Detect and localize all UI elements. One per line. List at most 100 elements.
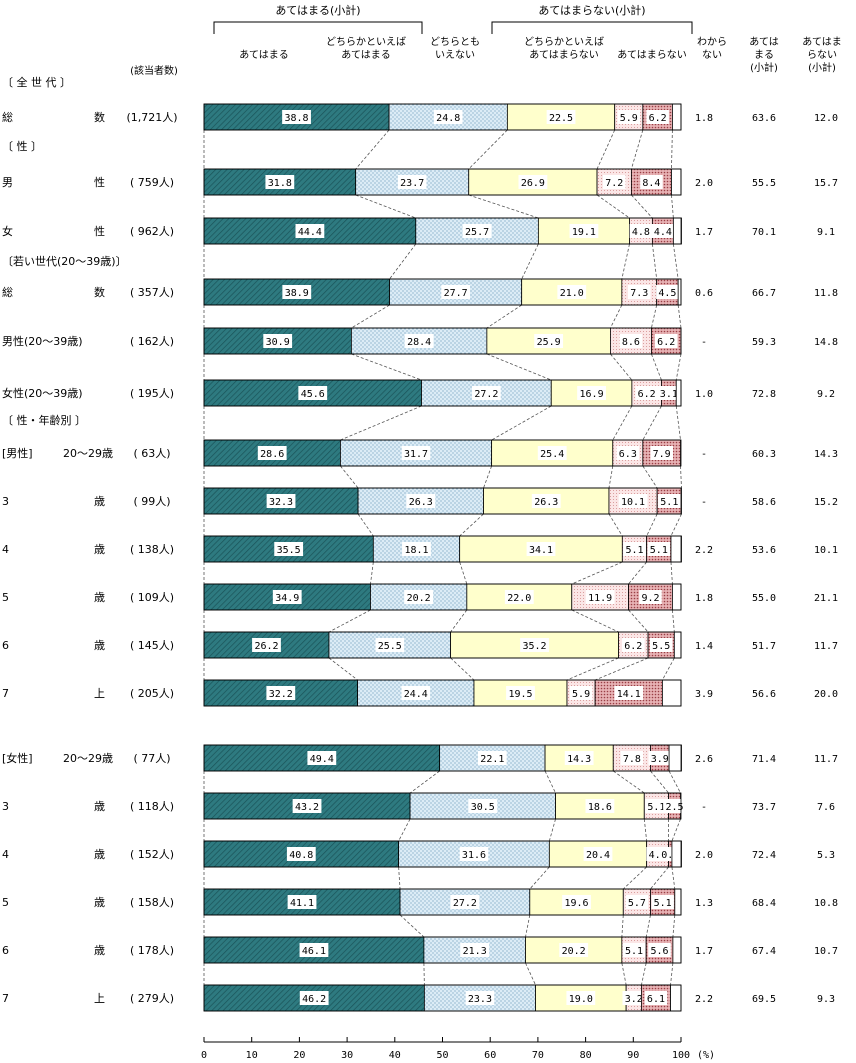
row-16-value-1: 41.1: [290, 898, 314, 909]
row-9-value-1: 35.5: [277, 545, 301, 556]
row-3-subtotal-applies: 70.1: [752, 227, 776, 238]
row-16-name-end: 歳: [94, 896, 105, 909]
row-14-label-bg-3: [585, 799, 615, 813]
row-12-label-bg-1: [266, 686, 296, 700]
row-4-frame: [203, 278, 682, 306]
connector-17-4: [641, 962, 647, 986]
row-16-subtotal-applies: 68.4: [752, 898, 776, 909]
row-11-label-bg-4: [622, 638, 645, 652]
row-7-label-bg-1: [257, 446, 287, 460]
x-tick-label-80: 80: [580, 1050, 592, 1061]
section-label-4: 〔 性・年齢別 〕: [2, 413, 86, 427]
row-17-subtotal-applies: 67.4: [752, 946, 776, 957]
connector-7-2: [483, 465, 493, 489]
row-2-value-4: 7.2: [605, 178, 623, 189]
row-4-label-bg-2: [441, 285, 471, 299]
row-11-value-2: 25.5: [378, 641, 402, 652]
row-14-frame: [203, 792, 682, 820]
row-18-label-bg-2: [465, 991, 495, 1005]
row-labels: 〔 全 世 代 〕〔 性 〕〔若い世代(20～39歳)〕〔 性・年齢別 〕総数(…: [2, 75, 838, 1005]
row-6-name: 女性(20～39歳): [2, 386, 83, 400]
row-13-value-3: 14.3: [567, 754, 591, 765]
row-7-dontknow: -: [701, 449, 707, 460]
row-4-label-bg-4: [627, 285, 651, 299]
row-13-label-bg-5: [648, 751, 672, 765]
row-17-name-start: 6: [2, 944, 9, 957]
row-10-value-1: 34.9: [275, 593, 299, 604]
row-10-label-bg-2: [404, 590, 434, 604]
row-1-label-bg-4: [617, 110, 641, 124]
row-2-name-end: 性: [94, 175, 105, 189]
row-7-value-1: 28.6: [260, 449, 284, 460]
row-16-label-bg-5: [651, 895, 674, 909]
row-14-subtotal-applies: 73.7: [752, 802, 776, 813]
row-10-value-3: 22.0: [507, 593, 531, 604]
legend-label-5: あてはまらない: [617, 49, 687, 61]
row-7-subtotal-applies: 60.3: [752, 449, 776, 460]
connector-13-5: [668, 770, 681, 794]
connector-3-3: [621, 243, 630, 280]
row-2-subtotal-applies: 55.5: [752, 178, 776, 189]
row-3-label-bg-3: [569, 224, 599, 238]
connector-2-3: [596, 194, 630, 219]
row-3-segment-6: [672, 217, 682, 245]
connector-11-2: [450, 657, 475, 681]
row-5-value-2: 28.4: [407, 337, 431, 348]
row-11-name-start: 6: [2, 639, 9, 652]
row-18-value-1: 46.2: [302, 994, 326, 1005]
row-16-label-bg-1: [287, 895, 317, 909]
row-16-name-start: 5: [2, 896, 9, 909]
row-8-name-start: 3: [2, 495, 9, 508]
connector-14-2: [548, 818, 556, 842]
row-9-segment-6: [670, 535, 682, 563]
row-18-name-end: 上: [94, 992, 105, 1005]
row-12-label-bg-5: [614, 686, 644, 700]
row-16-count: ( 158人): [130, 896, 174, 909]
row-8-label-bg-2: [406, 494, 436, 508]
row-5-label-bg-4: [619, 334, 643, 348]
row-15-value-5: 0.7: [661, 850, 679, 861]
row-4-segment-6: [677, 278, 682, 306]
row-15-name-start: 4: [2, 848, 9, 861]
connector-6-5: [675, 405, 681, 441]
row-8-label-bg-5: [658, 494, 681, 508]
connector-1-4: [631, 129, 644, 170]
row-2-frame: [203, 168, 682, 196]
row-18-label-bg-4: [622, 991, 646, 1005]
row-11-label-bg-3: [520, 638, 549, 652]
row-6-subtotal-not-applies: 9.2: [817, 389, 835, 400]
row-3-value-3: 19.1: [572, 227, 596, 238]
row-1-count: (1,721人): [126, 111, 177, 124]
row-2-dontknow: 2.0: [695, 178, 713, 189]
row-10-name-start: 5: [2, 591, 9, 604]
row-14-label-bg-4: [645, 799, 668, 813]
x-tick-label-40: 40: [389, 1050, 401, 1061]
connector-15-2: [529, 866, 550, 890]
row-16-label-bg-3: [562, 895, 591, 909]
row-3-label-bg-2: [462, 224, 492, 238]
row-1-value-4: 5.9: [620, 113, 638, 124]
row-1-subtotal-not-applies: 12.0: [814, 113, 838, 124]
row-5-value-5: 6.2: [657, 337, 675, 348]
row-17-label-bg-5: [648, 943, 671, 957]
row-18-label-bg-3: [566, 991, 596, 1005]
row-2-segment-6: [671, 168, 682, 196]
row-13-label-bg-4: [620, 751, 644, 765]
row-8-dontknow: -: [701, 497, 707, 508]
row-10-label-bg-4: [585, 590, 615, 604]
bars: 38.8 24.8 22.5 5.9 6.2 31.8 23.7 26.9 7.2 8.4 44.4…: [203, 103, 686, 1012]
row-13-value-5: 3.9: [651, 754, 669, 765]
row-3-label-bg-5: [651, 224, 675, 238]
connector-10-2: [450, 609, 468, 633]
row-13-label-bg-1: [307, 751, 337, 765]
row-5-value-1: 30.9: [266, 337, 290, 348]
row-16-label-bg-4: [625, 895, 649, 909]
row-3-value-4: 4.8: [632, 227, 650, 238]
row-1-segment-6: [672, 103, 682, 131]
row-5-dontknow: -: [701, 337, 707, 348]
x-tick-label-90: 90: [627, 1050, 639, 1061]
row-12-value-1: 32.2: [269, 689, 293, 700]
row-17-value-5: 5.6: [651, 946, 669, 957]
row-6-frame: [203, 379, 682, 407]
row-9-value-3: 34.1: [529, 545, 553, 556]
